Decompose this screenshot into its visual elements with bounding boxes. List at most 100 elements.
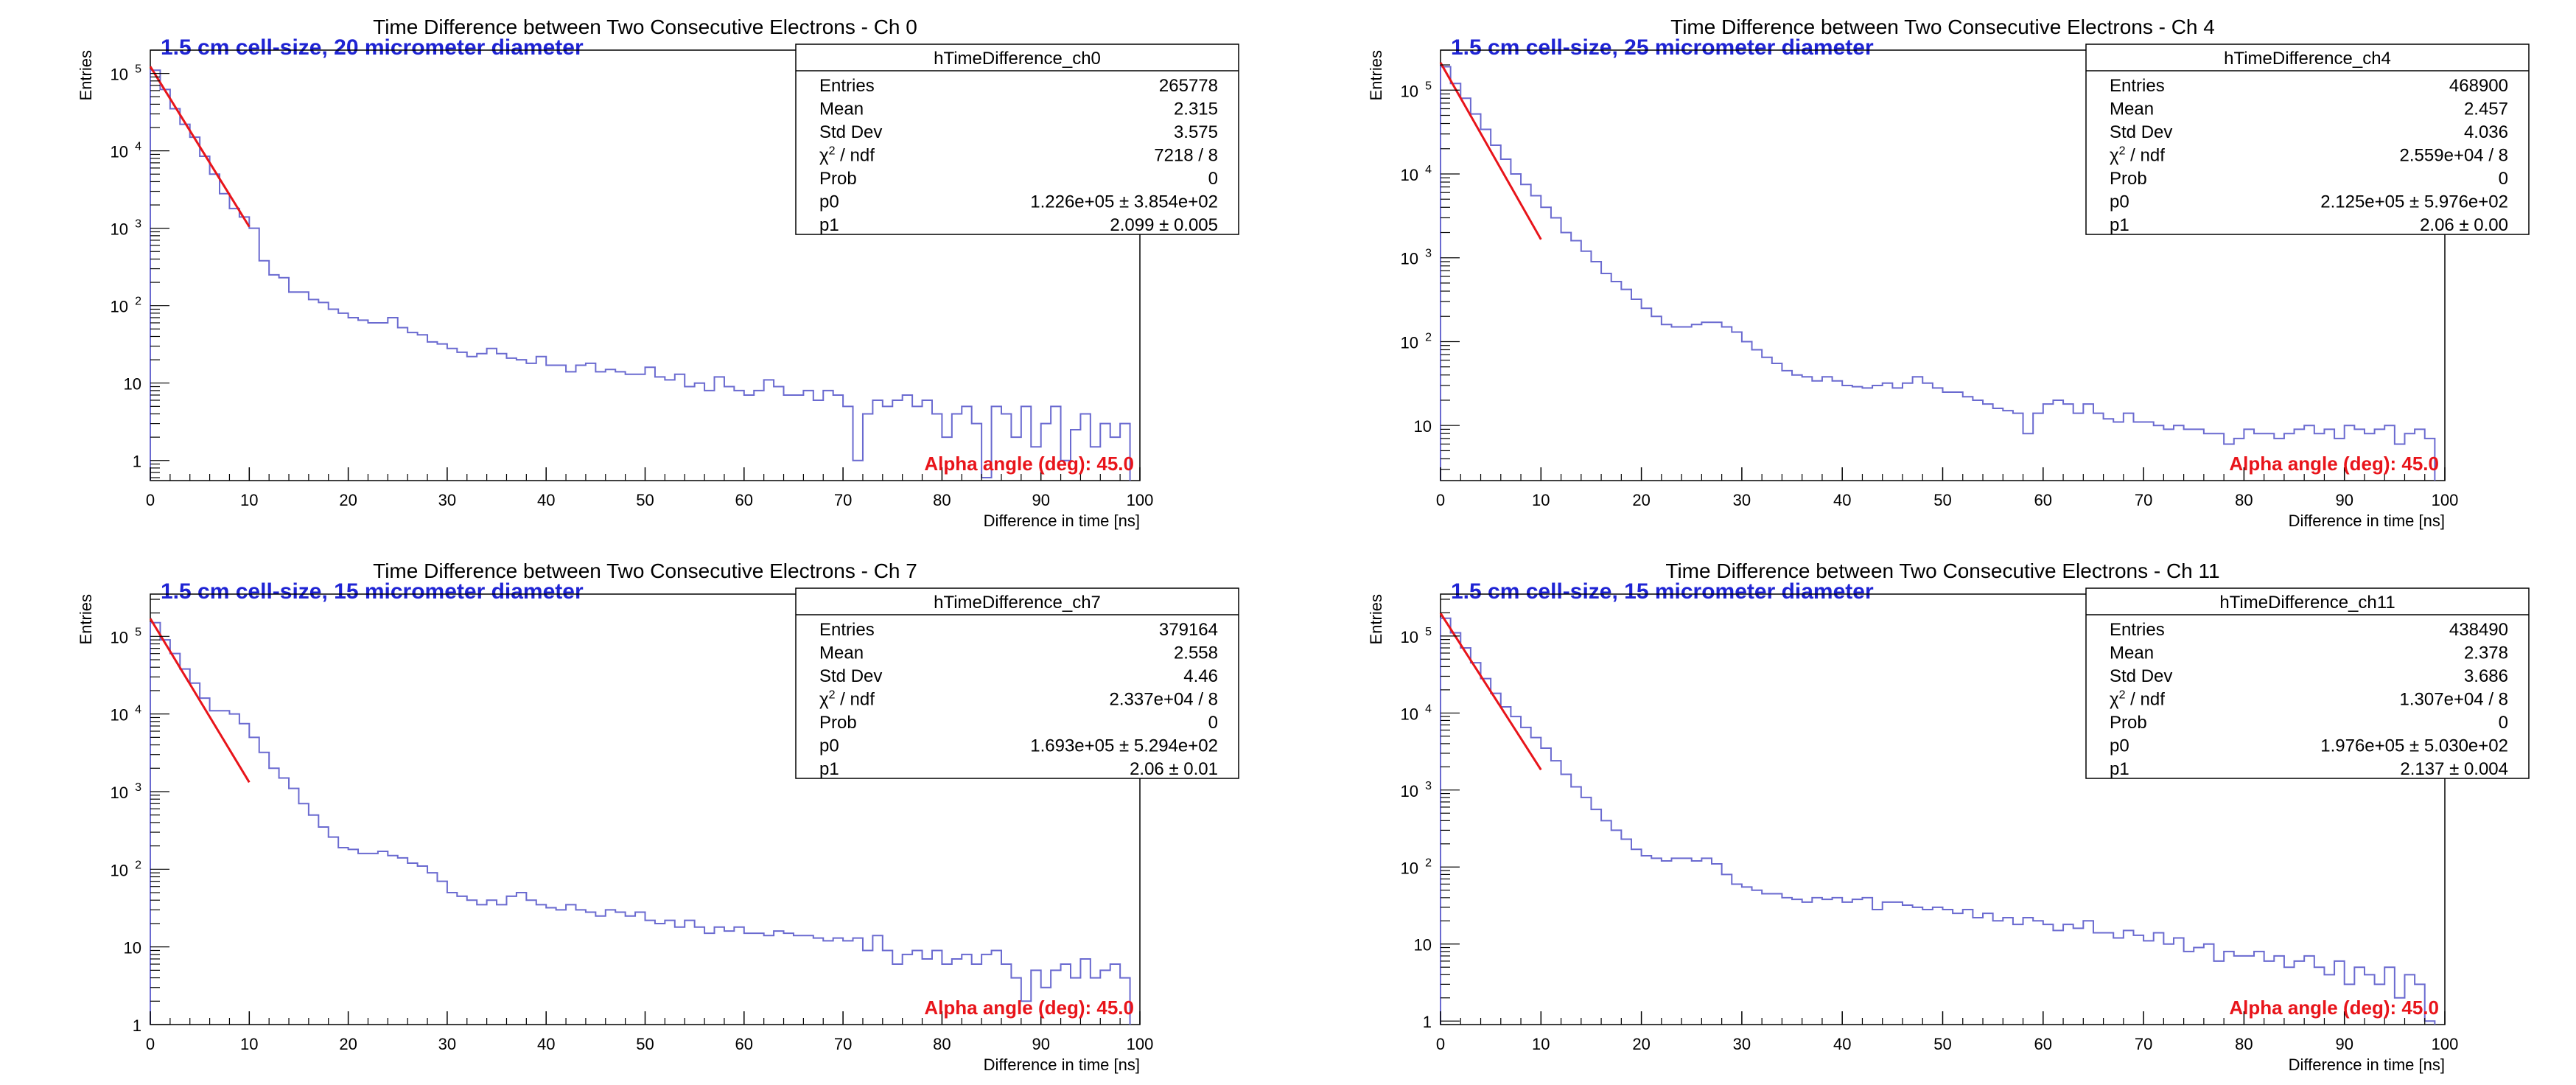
fit-line bbox=[149, 66, 251, 228]
stats-row-label-rest: / ndf bbox=[836, 146, 875, 166]
histogram-line bbox=[1440, 66, 2436, 481]
stats-row-value: 3.686 bbox=[2464, 666, 2508, 686]
y-tick-label: 10 bbox=[124, 375, 141, 394]
stats-row-label-rest: / ndf bbox=[2126, 690, 2166, 710]
stats-row-value: 2.137 ± 0.004 bbox=[2400, 759, 2508, 779]
stats-box: hTimeDifference_ch4 Entries 468900 Mean 2.45… bbox=[2085, 43, 2530, 235]
stats-row-value: 2.559e+04 / 8 bbox=[2400, 146, 2508, 166]
stats-row-value: 2.558 bbox=[1174, 643, 1218, 663]
stats-row-label: Std Dev bbox=[819, 666, 882, 686]
stats-row-label: Mean bbox=[819, 100, 864, 119]
stats-row-value: 4.46 bbox=[1183, 666, 1218, 686]
y-tick-exponent: 3 bbox=[1425, 780, 1432, 792]
stats-row-value: 3.575 bbox=[1174, 122, 1218, 142]
stats-row-label-sup: 2 bbox=[2119, 145, 2126, 158]
stats-row-value: 2.125e+05 ± 5.976e+02 bbox=[2320, 192, 2508, 212]
x-tick-label: 90 bbox=[1032, 491, 1049, 509]
x-tick-label: 100 bbox=[2432, 1035, 2459, 1053]
y-tick-label: 10 bbox=[111, 143, 128, 161]
stats-row-value: 468900 bbox=[2449, 76, 2508, 96]
stats-row-label: p0 bbox=[2110, 192, 2129, 212]
y-tick-label: 10 bbox=[111, 861, 128, 879]
y-tick-exponent: 4 bbox=[135, 141, 141, 153]
alpha-angle-annotation: Alpha angle (deg): 45.0 bbox=[924, 453, 1134, 475]
y-tick-exponent: 3 bbox=[135, 218, 141, 231]
stats-row-value: 0 bbox=[2499, 169, 2508, 189]
stats-row-label-rest: / ndf bbox=[836, 690, 875, 710]
stats-row-label: p1 bbox=[819, 215, 839, 235]
x-tick-label: 90 bbox=[1032, 1035, 1049, 1053]
x-tick-label: 60 bbox=[735, 491, 753, 509]
x-tick-label: 80 bbox=[2235, 1035, 2253, 1053]
x-tick-label: 40 bbox=[1833, 1035, 1851, 1053]
histogram-panel-ch3: Time Difference between Two Consecutive … bbox=[1367, 559, 2530, 1074]
stats-row-value: 0 bbox=[1208, 169, 1218, 189]
x-tick-label: 40 bbox=[537, 1035, 555, 1053]
x-tick-label: 40 bbox=[1833, 491, 1851, 509]
stats-row-value: 2.457 bbox=[2464, 100, 2508, 119]
histogram-panel-ch2: Time Difference between Two Consecutive … bbox=[77, 559, 1239, 1074]
y-axis-label: Entries bbox=[77, 50, 95, 100]
y-tick-label: 10 bbox=[111, 220, 128, 239]
stats-row-value: 379164 bbox=[1159, 620, 1218, 640]
y-tick-label: 10 bbox=[1401, 782, 1418, 800]
x-tick-label: 10 bbox=[240, 1035, 258, 1053]
y-tick-exponent: 5 bbox=[135, 63, 141, 76]
x-tick-label: 30 bbox=[1733, 491, 1751, 509]
x-tick-label: 50 bbox=[636, 491, 654, 509]
stats-row-label-sup: 2 bbox=[829, 689, 836, 702]
y-tick-label: 10 bbox=[1401, 166, 1418, 184]
stats-row-value: 2.099 ± 0.005 bbox=[1110, 215, 1218, 235]
stats-row-label: Entries bbox=[819, 620, 875, 640]
stats-box-frame bbox=[2085, 587, 2530, 779]
stats-row-label: Prob bbox=[2110, 169, 2147, 189]
stats-row-label: p1 bbox=[2110, 215, 2129, 235]
histogram-line bbox=[150, 69, 1131, 481]
x-tick-label: 70 bbox=[834, 491, 852, 509]
stats-name: hTimeDifference_ch7 bbox=[934, 593, 1101, 613]
stats-row-value: 2.378 bbox=[2464, 643, 2508, 663]
stats-row-label: Prob bbox=[2110, 713, 2147, 733]
y-tick-exponent: 4 bbox=[135, 704, 141, 716]
stats-box-frame bbox=[2085, 43, 2530, 235]
x-tick-label: 20 bbox=[339, 1035, 357, 1053]
stats-row-value: 2.06 ± 0.00 bbox=[2420, 215, 2508, 235]
alpha-angle-annotation: Alpha angle (deg): 45.0 bbox=[2229, 453, 2439, 475]
y-axis-label: Entries bbox=[1367, 50, 1385, 100]
chart-title: Time Difference between Two Consecutive … bbox=[1670, 15, 2215, 38]
stats-name: hTimeDifference_ch4 bbox=[2224, 49, 2391, 69]
x-tick-label: 100 bbox=[1127, 1035, 1154, 1053]
stats-box: hTimeDifference_ch7 Entries 379164 Mean 2.55… bbox=[795, 587, 1239, 779]
stats-name: hTimeDifference_ch11 bbox=[2219, 593, 2395, 613]
stats-row-value: 1.693e+05 ± 5.294e+02 bbox=[1030, 736, 1218, 756]
y-tick-label: 10 bbox=[111, 628, 128, 646]
y-tick-exponent: 2 bbox=[135, 859, 141, 871]
y-tick-label: 1 bbox=[133, 1016, 141, 1035]
y-tick-label: 10 bbox=[1401, 705, 1418, 723]
stats-row-label-rest: / ndf bbox=[2126, 146, 2166, 166]
y-tick-label: 10 bbox=[1401, 250, 1418, 268]
y-tick-label: 10 bbox=[1401, 333, 1418, 352]
y-tick-label: 10 bbox=[111, 784, 128, 802]
stats-row-label: p0 bbox=[819, 192, 839, 212]
stats-row-value: 1.226e+05 ± 3.854e+02 bbox=[1030, 192, 1218, 212]
histogram-line bbox=[150, 621, 1131, 1025]
y-tick-label: 10 bbox=[1414, 417, 1432, 436]
x-tick-label: 70 bbox=[2135, 1035, 2152, 1053]
stats-row-label: p1 bbox=[2110, 759, 2129, 779]
stats-box: hTimeDifference_ch0 Entries 265778 Mean 2.31… bbox=[795, 43, 1239, 235]
x-tick-label: 50 bbox=[1933, 491, 1951, 509]
x-tick-label: 30 bbox=[438, 1035, 456, 1053]
x-tick-label: 50 bbox=[1933, 1035, 1951, 1053]
stats-row-label: Entries bbox=[2110, 620, 2165, 640]
x-tick-label: 60 bbox=[735, 1035, 753, 1053]
stats-row-value: 2.315 bbox=[1174, 100, 1218, 119]
stats-box-frame bbox=[795, 43, 1239, 235]
stats-row-value: 1.307e+04 / 8 bbox=[2400, 690, 2508, 710]
alpha-angle-annotation: Alpha angle (deg): 45.0 bbox=[2229, 997, 2439, 1019]
y-tick-exponent: 2 bbox=[135, 296, 141, 308]
stats-row-label: Std Dev bbox=[819, 122, 882, 142]
x-tick-label: 0 bbox=[1436, 1035, 1445, 1053]
x-tick-label: 0 bbox=[146, 491, 155, 509]
stats-row-label: Prob bbox=[819, 713, 857, 733]
